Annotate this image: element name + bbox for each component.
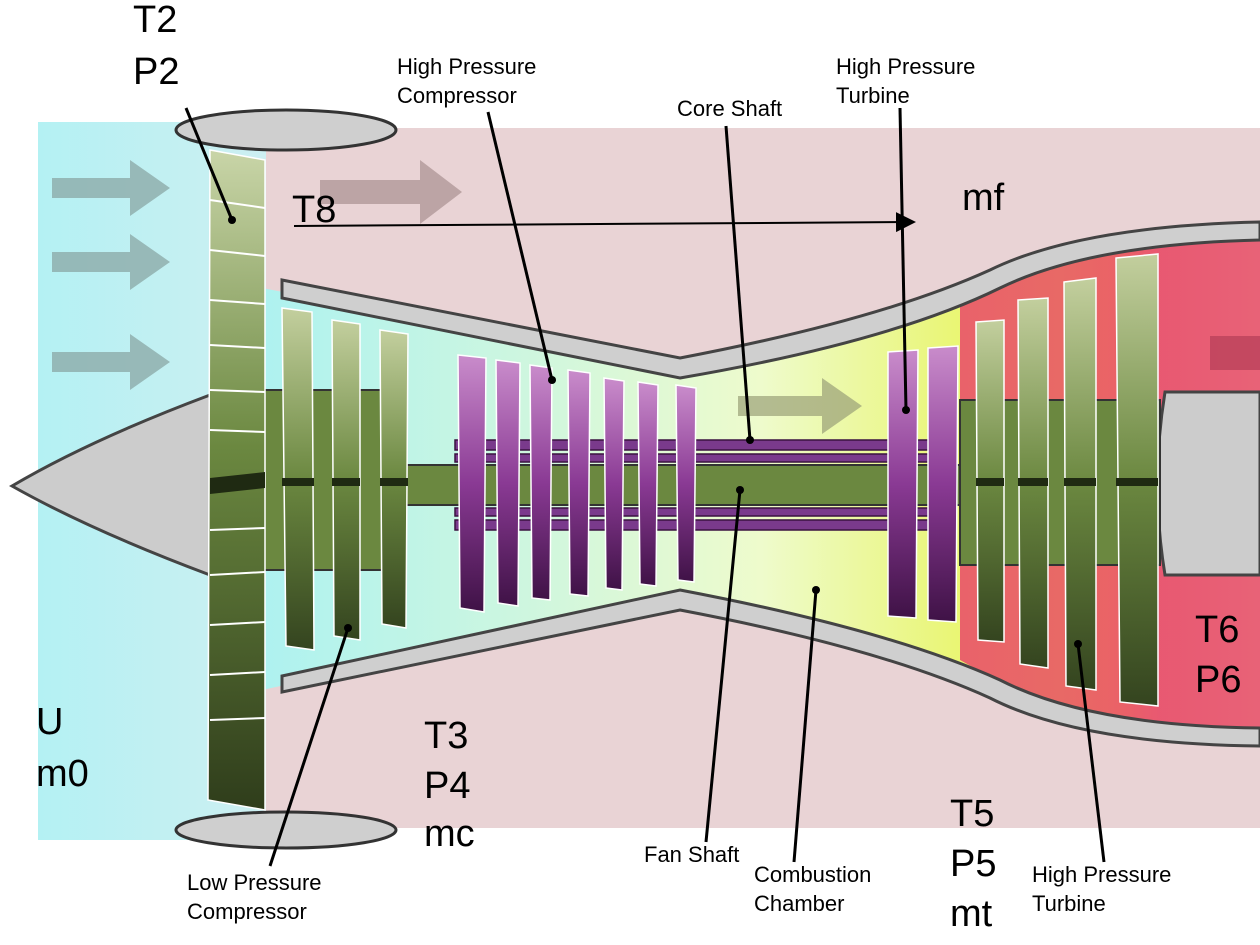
station-p4: P4 <box>424 765 470 807</box>
spinner-nose-cone <box>8 392 212 578</box>
station-p5: P5 <box>950 843 996 885</box>
fan-shaft-label: Fan Shaft <box>644 842 739 867</box>
station-mc: mc <box>424 813 475 855</box>
fan-blade <box>207 149 266 811</box>
hpt-bottom-label-line1: High Pressure <box>1032 862 1171 887</box>
upper-nacelle-lip <box>174 108 398 152</box>
lower-core-casing <box>280 588 1260 748</box>
hp-turbine-blades <box>887 345 959 623</box>
core-flow-arrow <box>738 378 862 434</box>
hp-compressor-blades <box>457 354 697 613</box>
hpt-top-label-line1: High Pressure <box>836 54 975 79</box>
station-mf: mf <box>962 177 1005 219</box>
station-t5: T5 <box>950 793 994 835</box>
station-t3: T3 <box>424 715 468 757</box>
exhaust-flow-arrow <box>1210 336 1260 370</box>
bypass-flow-arrow <box>320 160 462 224</box>
station-u: U <box>36 701 63 743</box>
hpc-label-line1: High Pressure <box>397 54 536 79</box>
combustion-label-line2: Chamber <box>754 891 844 916</box>
combustion-label-line1: Combustion <box>754 862 871 887</box>
lp-turbine-blades <box>975 253 1159 707</box>
lower-nacelle-lip <box>174 810 398 850</box>
lp-compressor-hub <box>261 389 383 571</box>
lpc-label-line2: Compressor <box>187 899 307 924</box>
intake-flow-arrows <box>52 160 170 390</box>
t8-arrow-line <box>293 212 916 233</box>
hpc-label-line2: Compressor <box>397 83 517 108</box>
lpc-label-line1: Low Pressure <box>187 870 322 895</box>
tail-cone <box>1156 390 1260 577</box>
station-p6: P6 <box>1195 659 1241 701</box>
station-t2: T2 <box>133 0 177 41</box>
leader-dots <box>228 216 1082 648</box>
station-t8: T8 <box>292 189 336 231</box>
lp-compressor-blades <box>281 307 409 651</box>
hpt-top-label-line2: Turbine <box>836 83 910 108</box>
station-t6: T6 <box>1195 609 1239 651</box>
station-m0: m0 <box>36 753 89 795</box>
station-mt: mt <box>950 893 993 935</box>
station-p2: P2 <box>133 51 179 93</box>
core-shaft-label: Core Shaft <box>677 96 782 121</box>
hpt-bottom-label-line2: Turbine <box>1032 891 1106 916</box>
leader-lines <box>184 107 1106 867</box>
